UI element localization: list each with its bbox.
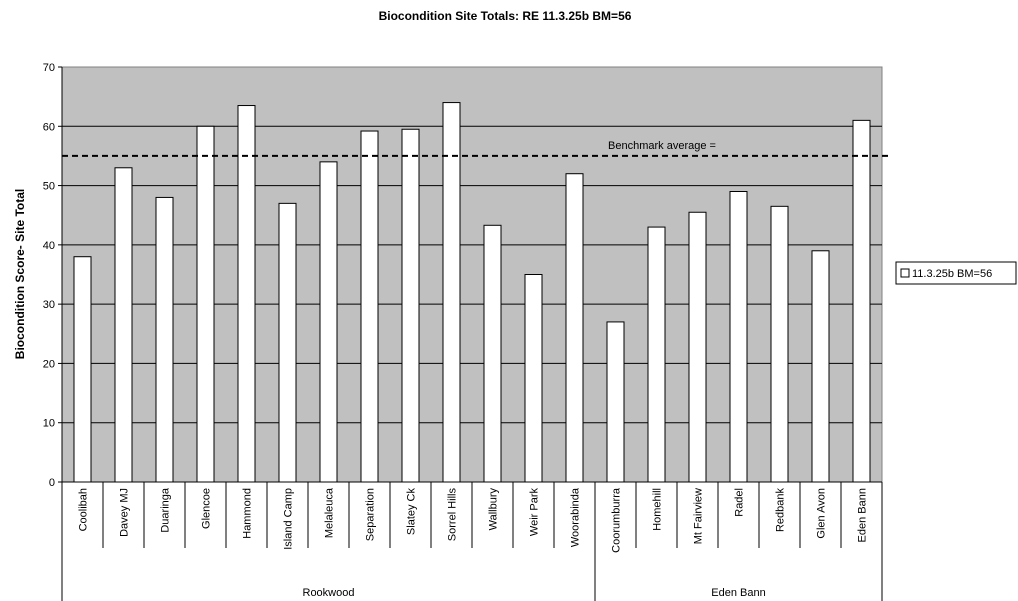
bar [402, 129, 419, 482]
y-axis: 0 10 20 30 40 50 60 70 [43, 62, 62, 489]
y-tick-label: 0 [49, 477, 55, 489]
category-label: Homehill [652, 488, 664, 531]
benchmark-label: Benchmark average = [608, 140, 716, 152]
category-label: Woorabinda [570, 487, 582, 547]
category-label: Weir Park [529, 488, 541, 537]
bar [238, 106, 255, 482]
bar [607, 322, 624, 482]
bar [689, 212, 706, 482]
bar [197, 126, 214, 482]
bar [74, 257, 91, 482]
y-tick-label: 20 [43, 358, 55, 370]
bar [730, 192, 747, 483]
bar [853, 120, 870, 482]
bar [484, 225, 501, 482]
category-label: Davey MJ [119, 488, 131, 537]
bar [156, 197, 173, 482]
bar [279, 203, 296, 482]
category-label: Eden Bann [857, 488, 869, 542]
y-tick-label: 70 [43, 62, 55, 74]
category-label: Slatey Ck [406, 488, 418, 536]
y-axis-label: Biocondition Score- Site Total [13, 189, 27, 359]
y-tick-label: 30 [43, 299, 55, 311]
category-label: Wallbury [488, 488, 500, 531]
y-tick-label: 50 [43, 181, 55, 193]
category-label: Separation [365, 488, 377, 541]
bar [812, 251, 829, 482]
category-label: Mt Fairview [693, 488, 705, 544]
category-label: Glencoe [201, 488, 213, 529]
bar [771, 206, 788, 482]
category-label: Glen Avon [816, 488, 828, 539]
category-label: Hammond [242, 488, 254, 539]
bar [525, 275, 542, 483]
x-axis: Coolibah Davey MJ Duaringa Glencoe Hammond Is… [62, 482, 882, 601]
legend-label: 11.3.25b BM=56 [912, 268, 992, 280]
category-label: Coolibah [78, 488, 90, 531]
category-label: Melaleuca [324, 487, 336, 538]
plot-area [62, 67, 882, 482]
bar [443, 103, 460, 482]
y-tick-label: 10 [43, 418, 55, 430]
group-label: Rookwood [303, 587, 355, 599]
legend-swatch [901, 269, 909, 277]
category-label: Sorrel Hills [447, 488, 459, 542]
legend: 11.3.25b BM=56 [896, 262, 1016, 284]
category-label: Island Camp [283, 488, 295, 550]
bar [566, 174, 583, 482]
bar [320, 162, 337, 482]
category-label: Radel [734, 488, 746, 517]
bar [648, 227, 665, 482]
y-tick-label: 40 [43, 240, 55, 252]
category-label: Duaringa [160, 487, 172, 533]
category-label: Coorumburra [611, 487, 623, 553]
group-label: Eden Bann [711, 587, 765, 599]
y-tick-label: 60 [43, 121, 55, 133]
bar [115, 168, 132, 482]
category-label: Redbank [775, 488, 787, 533]
chart-title: Biocondition Site Totals: RE 11.3.25b BM… [379, 9, 632, 23]
bar [361, 131, 378, 482]
